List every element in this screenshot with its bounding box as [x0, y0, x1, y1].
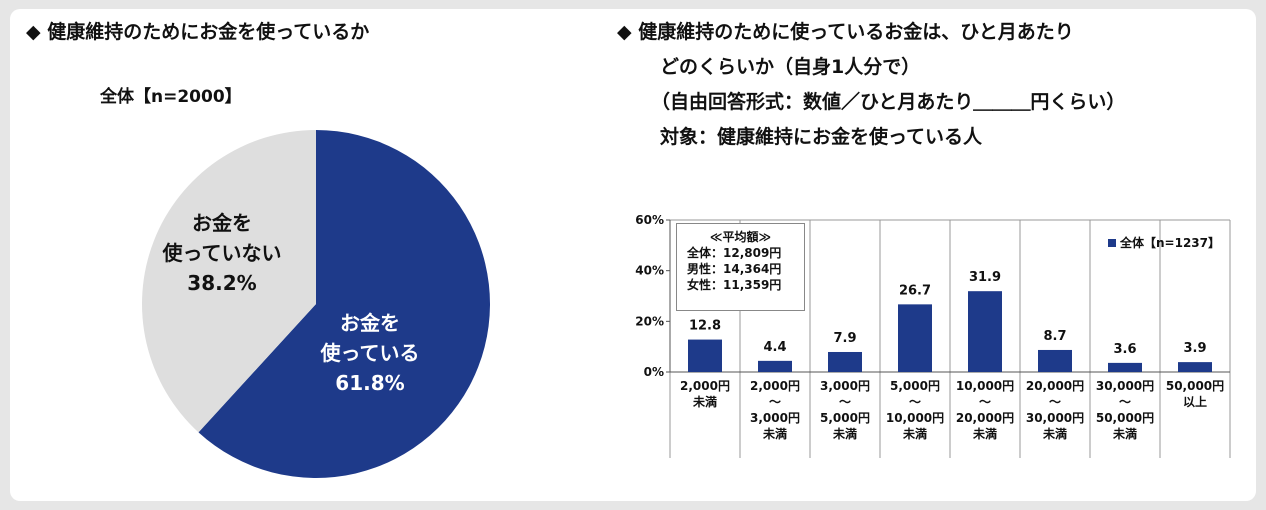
average-female: 女性：11,359円 — [687, 278, 782, 292]
bar-value-label-2: 7.9 — [833, 331, 856, 346]
pie-slice-0 — [198, 130, 490, 478]
bar-7 — [1178, 362, 1212, 372]
category-label-1-2: 3,000円 — [750, 411, 800, 425]
bar-chart-title: ◆ 健康維持のために使っているお金は、ひと月あたり どのくらいか（自身1人分で）… — [617, 15, 1125, 155]
category-label-5-1: ～ — [1049, 395, 1061, 409]
category-label-5-2: 30,000円 — [1026, 411, 1084, 425]
category-label-2-1: ～ — [839, 395, 851, 409]
category-label-7-0: 50,000円 — [1166, 379, 1224, 393]
bar-5 — [1038, 349, 1072, 372]
average-box-title: ≪平均額≫ — [709, 230, 772, 244]
pie-slice-label-0-1: 使っている — [320, 341, 420, 365]
bar-value-label-3: 26.7 — [899, 283, 931, 298]
category-label-7-1: 以上 — [1183, 394, 1207, 409]
bar-legend: 全体【n=1237】 — [1108, 234, 1220, 251]
bar-title-line-4: 対象：健康維持にお金を使っている人 — [660, 126, 983, 148]
bar-3 — [898, 304, 932, 372]
average-overall: 全体：12,809円 — [687, 246, 782, 260]
category-label-4-3: 未満 — [972, 426, 997, 441]
category-label-5-3: 未満 — [1042, 426, 1067, 441]
category-label-6-3: 未満 — [1112, 426, 1137, 441]
bar-2 — [828, 351, 862, 372]
category-label-3-1: ～ — [909, 395, 921, 409]
pie-slice-label-0-2: 61.8% — [335, 371, 404, 395]
bar-title-line-1: ◆ 健康維持のために使っているお金は、ひと月あたり — [617, 21, 1074, 43]
pie-slice-label-0-0: お金を — [340, 311, 400, 335]
category-label-0-1: 未満 — [692, 394, 717, 409]
category-label-6-0: 30,000円 — [1096, 379, 1154, 393]
pie-slice-1 — [142, 129, 316, 433]
category-label-0-0: 2,000円 — [680, 379, 730, 393]
category-label-4-1: ～ — [979, 395, 991, 409]
category-label-3-3: 未満 — [902, 426, 927, 441]
legend-label: 全体【n=1237】 — [1120, 236, 1220, 250]
bar-title-line-2: どのくらいか（自身1人分で） — [660, 56, 921, 78]
bar-value-label-5: 8.7 — [1043, 329, 1066, 344]
bar-title-line-3: （自由回答形式：数値／ひと月あたり＿＿＿円くらい） — [651, 91, 1126, 113]
category-label-2-0: 3,000円 — [820, 379, 870, 393]
bar-6 — [1108, 362, 1142, 372]
bar-0 — [688, 339, 722, 372]
y-tick-label-1: 20% — [635, 314, 664, 328]
average-amount-box: ≪平均額≫ 全体：12,809円 男性：14,364円 女性：11,359円 — [676, 223, 805, 311]
category-label-1-0: 2,000円 — [750, 379, 800, 393]
pie-sample-label: 全体【n=2000】 — [100, 87, 242, 107]
pie-slice-label-1-1: 使っていない — [162, 241, 282, 265]
category-label-5-0: 20,000円 — [1026, 379, 1084, 393]
pie-chart-title: ◆ 健康維持のためにお金を使っているか — [26, 21, 370, 43]
category-label-3-0: 5,000円 — [890, 379, 940, 393]
bar-value-label-1: 4.4 — [763, 340, 786, 355]
category-label-2-3: 未満 — [832, 426, 857, 441]
category-label-2-2: 5,000円 — [820, 411, 870, 425]
bar-4 — [968, 291, 1002, 372]
bar-value-label-7: 3.9 — [1183, 341, 1206, 356]
bar-value-label-0: 12.8 — [689, 319, 721, 334]
category-label-3-2: 10,000円 — [886, 411, 944, 425]
bar-1 — [758, 360, 792, 372]
category-label-4-2: 20,000円 — [956, 411, 1014, 425]
y-tick-label-2: 40% — [635, 264, 664, 278]
y-tick-label-0: 0% — [644, 365, 664, 379]
pie-slice-label-1-0: お金を — [192, 211, 252, 235]
legend-swatch — [1108, 238, 1116, 247]
pie-slice-label-1-2: 38.2% — [187, 271, 256, 295]
category-label-1-3: 未満 — [762, 426, 787, 441]
category-label-6-2: 50,000円 — [1096, 411, 1154, 425]
average-male: 男性：14,364円 — [687, 262, 782, 276]
category-label-4-0: 10,000円 — [956, 379, 1014, 393]
category-label-6-1: ～ — [1119, 395, 1131, 409]
bar-value-label-6: 3.6 — [1113, 342, 1136, 357]
bar-value-label-4: 31.9 — [969, 270, 1001, 285]
category-label-1-1: ～ — [769, 395, 781, 409]
y-tick-label-3: 60% — [635, 213, 664, 227]
